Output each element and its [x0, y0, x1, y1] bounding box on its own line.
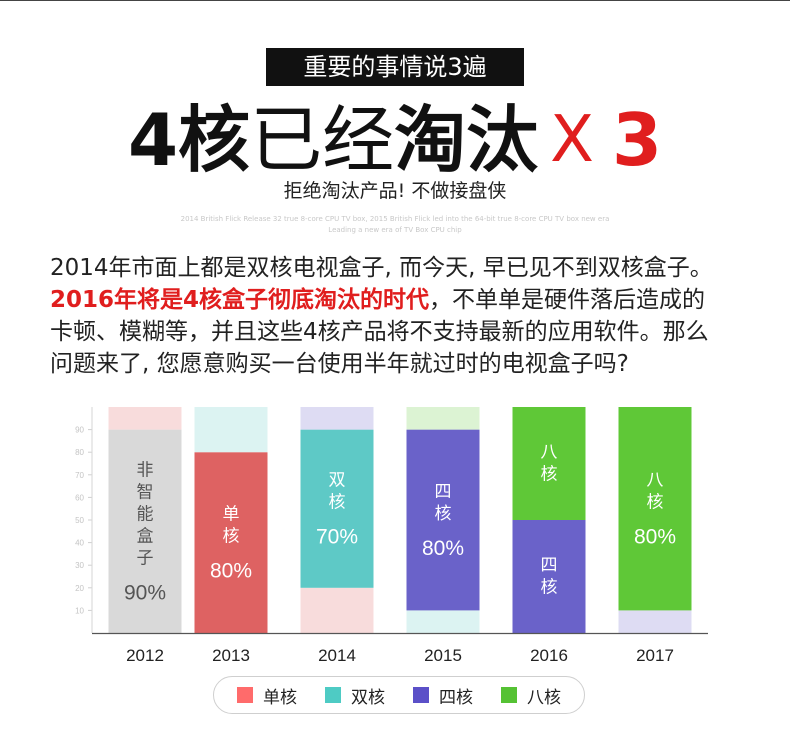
x-tick-label: 2016	[530, 646, 568, 665]
legend-label: 单核	[263, 687, 297, 708]
bar-segment-2017-quad	[618, 610, 692, 633]
y-tick-label: 40	[75, 539, 84, 548]
bar-label-char: 核	[541, 465, 558, 485]
bar-segment-2016-octa	[512, 407, 586, 520]
bar-segment-2016-quad	[512, 520, 586, 633]
y-tick-label: 20	[75, 584, 84, 593]
bar-label-char: 核	[541, 578, 558, 598]
bar-label-char: 四	[435, 482, 452, 502]
top-divider	[0, 0, 790, 1]
bar-segment-2017-octa	[618, 407, 692, 611]
fine-print-line-2: Leading a new era of TV Box CPU chip	[328, 226, 462, 234]
bar-segment-2015-octa	[406, 407, 480, 430]
fine-print: 2014 British Flick Release 32 true 8-cor…	[100, 214, 690, 236]
bar-segment-2014-quad	[300, 407, 374, 430]
headline: 4核已经淘汰 X 3	[0, 92, 790, 188]
subtitle: 拒绝淘汰产品! 不做接盘侠	[283, 180, 507, 202]
bar-label-char: 单	[223, 505, 240, 525]
bar-label-char: 盒	[137, 526, 154, 546]
paragraph-line-1: 2014年市面上都是双核电视盒子, 而今天, 早已见不到双核盒子。	[50, 255, 713, 281]
bar-label-char: 智	[137, 482, 154, 502]
bar-segment-2014-single	[300, 587, 374, 633]
headline-part-3: 淘汰	[394, 98, 539, 182]
legend-label: 八核	[527, 687, 561, 708]
headline-part-1: 4核	[127, 98, 251, 182]
fine-print-line-1: 2014 British Flick Release 32 true 8-cor…	[180, 215, 610, 223]
paragraph-line-3: 卡顿、模糊等，并且这些4核产品将不支持最新的应用软件。那么	[50, 319, 709, 345]
bar-value-label: 70%	[316, 526, 358, 549]
bar-label-char: 核	[647, 493, 664, 513]
paragraph-line-4: 问题来了, 您愿意购买一台使用半年就过时的电视盒子吗?	[50, 351, 629, 377]
bar-segment-2013-dual	[194, 407, 268, 453]
bar-segment-2014-dual	[300, 429, 374, 588]
x-tick-label: 2013	[212, 646, 250, 665]
legend-item: 四核	[413, 683, 473, 708]
bar-label-char: 子	[137, 548, 154, 568]
headline-multiply-number: 3	[611, 98, 663, 182]
bar-value-label: 90%	[124, 581, 166, 604]
x-tick-label: 2014	[318, 646, 356, 665]
x-tick-label: 2015	[424, 646, 462, 665]
legend-swatch	[237, 687, 253, 703]
bar-label-char: 八	[541, 443, 558, 463]
bar-label-char: 核	[329, 493, 346, 513]
bar-value-label: 80%	[210, 560, 252, 583]
bar-segment-2012-non_smart	[108, 429, 182, 633]
paragraph-highlight: 2016年将是4核盒子彻底淘汰的时代	[50, 287, 430, 313]
y-tick-label: 70	[75, 471, 84, 480]
headline-part-2: 已经	[250, 98, 395, 182]
legend-label: 双核	[351, 687, 385, 708]
bar-label-char: 核	[435, 504, 452, 524]
bar-value-label: 80%	[422, 537, 464, 560]
bar-label-char: 双	[329, 471, 346, 491]
paragraph-line-2-rest: ，不单单是硬件落后造成的	[429, 287, 706, 313]
legend-swatch	[501, 687, 517, 703]
x-tick-label: 2017	[636, 646, 674, 665]
legend-swatch	[325, 687, 341, 703]
bar-label-char: 八	[647, 471, 664, 491]
y-tick-label: 50	[75, 516, 84, 525]
bar-segment-2015-dual	[406, 610, 480, 633]
paragraph-line-2: 2016年将是4核盒子彻底淘汰的时代，不单单是硬件落后造成的	[50, 284, 770, 316]
banner-label: 重要的事情说3遍	[266, 48, 524, 86]
y-tick-label: 60	[75, 493, 84, 502]
x-tick-label: 2012	[126, 646, 164, 665]
bar-label-char: 核	[223, 527, 240, 547]
bar-segment-2015-quad	[406, 429, 480, 611]
legend-item: 八核	[501, 683, 561, 708]
headline-multiply-sign: X	[550, 103, 594, 177]
bar-value-label: 80%	[634, 526, 676, 549]
y-tick-label: 90	[75, 426, 84, 435]
legend-item: 单核	[237, 683, 297, 708]
legend-item: 双核	[325, 683, 385, 708]
bar-segment-2012-single	[108, 407, 182, 430]
bar-label-char: 四	[541, 556, 558, 576]
body-paragraph: 2014年市面上都是双核电视盒子, 而今天, 早已见不到双核盒子。 2016年将…	[50, 252, 770, 380]
chart-legend: 单核 双核 四核 八核	[213, 676, 585, 714]
y-tick-label: 10	[75, 606, 84, 615]
y-tick-label: 30	[75, 561, 84, 570]
bar-label-char: 能	[137, 504, 154, 524]
bar-segment-2013-single	[194, 452, 268, 633]
y-tick-label: 80	[75, 448, 84, 457]
legend-label: 四核	[439, 687, 473, 708]
bar-label-char: 非	[137, 460, 154, 480]
legend-swatch	[413, 687, 429, 703]
